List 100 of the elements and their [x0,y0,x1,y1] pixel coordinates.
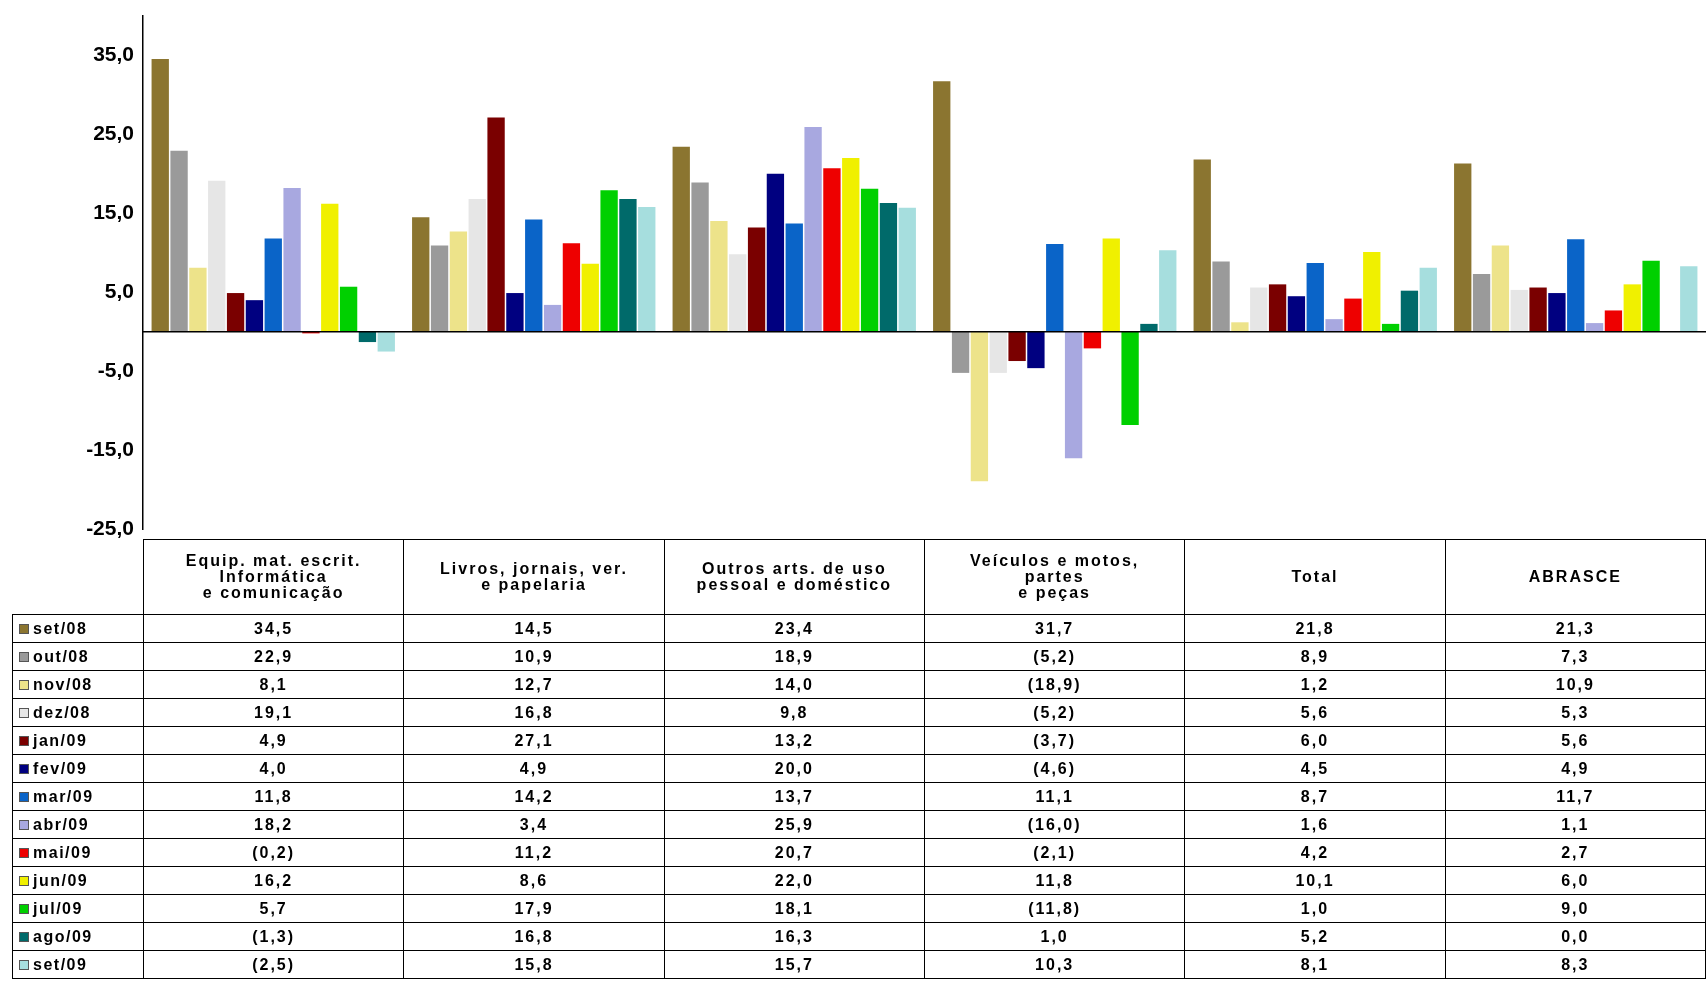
data-label: 0,0 [1445,922,1706,951]
x-tick-label: Veículos e motos, partes e peças [924,539,1185,615]
x-tick-label: Livros, jornais, ver. e papelaria [403,539,665,615]
data-label: 13,2 [664,726,925,755]
data-label: 4,9 [1445,754,1706,783]
legend-label: jan/09 [12,726,144,755]
data-label: (1,3) [143,922,404,951]
data-label: (11,8) [924,894,1185,923]
data-label: 1,0 [924,922,1185,951]
data-label: 31,7 [924,614,1185,643]
data-label: 6,0 [1184,726,1446,755]
x-tick-label: Outros arts. de uso pessoal e doméstico [664,539,925,615]
y-tick-label: 25,0 [93,120,134,144]
data-label: 16,3 [664,922,925,951]
y-tick-label: -25,0 [86,516,134,540]
data-label: (16,0) [924,810,1185,839]
data-label: 4,9 [403,754,665,783]
data-label: 21,3 [1445,614,1706,643]
legend-label: nov/08 [12,670,144,699]
y-tick-label: -5,0 [97,358,134,382]
y-tick-label: 15,0 [93,200,134,224]
data-label: 12,7 [403,670,665,699]
data-label: 11,1 [924,782,1185,811]
legend-label: dez/08 [12,698,144,727]
data-label: 5,2 [1184,922,1446,951]
legend-label: jun/09 [12,866,144,895]
data-label: (5,2) [924,642,1185,671]
data-label: 11,2 [403,838,665,867]
data-label: 4,2 [1184,838,1446,867]
data-label: 17,9 [403,894,665,923]
data-label: 20,7 [664,838,925,867]
y-tick-label: 35,0 [93,41,134,65]
data-label: 1,1 [1445,810,1706,839]
data-label: 14,2 [403,782,665,811]
data-label: 16,2 [143,866,404,895]
data-label: 27,1 [403,726,665,755]
data-label: 18,1 [664,894,925,923]
data-label: 1,0 [1184,894,1446,923]
data-label: 34,5 [143,614,404,643]
data-label: (2,5) [143,950,404,979]
data-label: 15,8 [403,950,665,979]
data-label: (5,2) [924,698,1185,727]
x-tick-label: Equip. mat. escrit. Informática e comunicação [143,539,404,615]
legend-label: mai/09 [12,838,144,867]
legend-label: out/08 [12,642,144,671]
data-label: 14,0 [664,670,925,699]
data-label: 18,9 [664,642,925,671]
x-tick-label: ABRASCE [1445,539,1706,615]
data-label: 5,7 [143,894,404,923]
data-label: (18,9) [924,670,1185,699]
data-label: 10,9 [1445,670,1706,699]
data-label: 3,4 [403,810,665,839]
data-label: 4,9 [143,726,404,755]
data-label: 8,3 [1445,950,1706,979]
data-label: 9,0 [1445,894,1706,923]
data-label: 5,6 [1445,726,1706,755]
data-label: 16,8 [403,698,665,727]
legend-label: abr/09 [12,810,144,839]
data-label: 8,1 [143,670,404,699]
legend-label: mar/09 [12,782,144,811]
data-label: (0,2) [143,838,404,867]
data-label: (2,1) [924,838,1185,867]
data-label: (3,7) [924,726,1185,755]
data-label: 18,2 [143,810,404,839]
data-label: 1,2 [1184,670,1446,699]
data-label: 8,7 [1184,782,1446,811]
data-label: 21,8 [1184,614,1446,643]
data-label: 22,9 [143,642,404,671]
legend-label: jul/09 [12,894,144,923]
data-label: 5,6 [1184,698,1446,727]
data-label: 5,3 [1445,698,1706,727]
data-label: 11,7 [1445,782,1706,811]
data-label: 19,1 [143,698,404,727]
x-tick-label: Total [1184,539,1446,615]
data-label: 23,4 [664,614,925,643]
data-label: 22,0 [664,866,925,895]
data-label: 13,7 [664,782,925,811]
data-label: 25,9 [664,810,925,839]
data-label: 10,9 [403,642,665,671]
data-label: 20,0 [664,754,925,783]
data-label: 11,8 [924,866,1185,895]
legend-label: set/08 [12,614,144,643]
data-label: 1,6 [1184,810,1446,839]
data-label: 16,8 [403,922,665,951]
data-label: 8,6 [403,866,665,895]
data-label: 11,8 [143,782,404,811]
legend-label: ago/09 [12,922,144,951]
y-tick-label: 5,0 [104,279,134,303]
legend-label: set/09 [12,950,144,979]
legend-label: fev/09 [12,754,144,783]
data-label: 8,1 [1184,950,1446,979]
data-label: 15,7 [664,950,925,979]
data-label: 4,5 [1184,754,1446,783]
data-label: 10,1 [1184,866,1446,895]
data-label: 9,8 [664,698,925,727]
data-label: 2,7 [1445,838,1706,867]
data-label: 8,9 [1184,642,1446,671]
data-label: 7,3 [1445,642,1706,671]
data-label: (4,6) [924,754,1185,783]
data-label: 10,3 [924,950,1185,979]
